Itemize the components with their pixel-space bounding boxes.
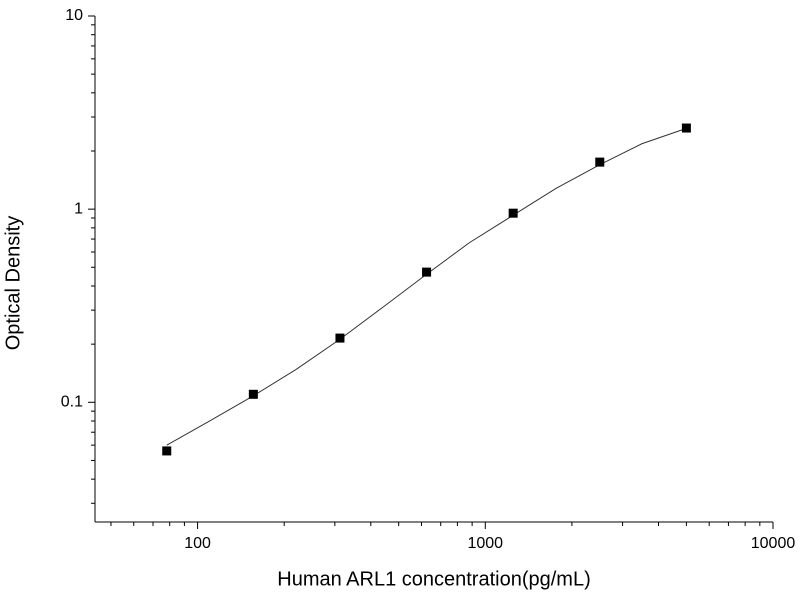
data-point bbox=[422, 267, 432, 277]
x-tick-label: 1000 bbox=[467, 535, 503, 552]
fit-curve bbox=[166, 127, 687, 446]
data-point bbox=[508, 208, 518, 218]
y-tick-label: 0.1 bbox=[61, 394, 83, 411]
data-point bbox=[681, 123, 691, 133]
x-axis-title: Human ARL1 concentration(pg/mL) bbox=[277, 568, 591, 590]
data-point bbox=[335, 333, 345, 343]
data-point bbox=[248, 389, 258, 399]
y-axis-title: Optical Density bbox=[2, 216, 24, 351]
data-point bbox=[162, 446, 172, 456]
x-tick-label: 10000 bbox=[751, 535, 796, 552]
x-tick-label: 100 bbox=[184, 535, 211, 552]
data-point bbox=[595, 157, 605, 167]
y-tick-label: 10 bbox=[65, 7, 83, 24]
y-tick-label: 1 bbox=[74, 200, 83, 217]
